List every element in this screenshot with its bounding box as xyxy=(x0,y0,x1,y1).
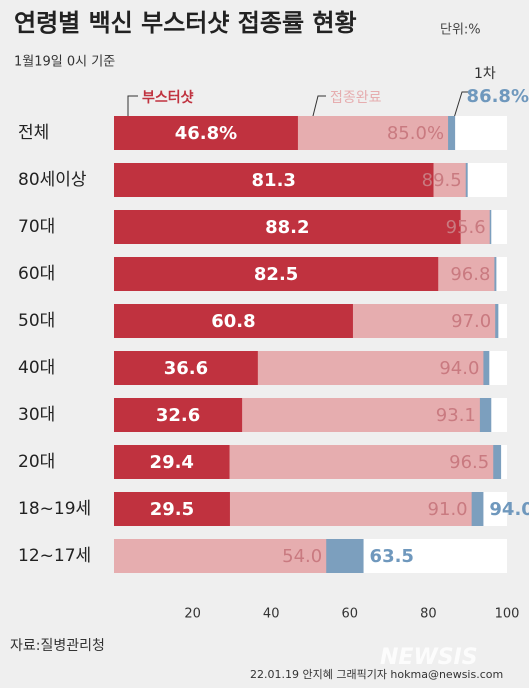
value-label: 82.5 xyxy=(254,264,298,285)
value-label: 46.8% xyxy=(175,123,237,144)
bar xyxy=(114,398,243,432)
bar xyxy=(114,351,258,385)
value-label: 94.0 xyxy=(439,358,479,379)
value-label: 54.0 xyxy=(282,546,322,567)
x-tick-label: 40 xyxy=(263,607,280,622)
bar xyxy=(114,257,439,291)
value-label: 60.8 xyxy=(211,311,255,332)
subtitle: 1월19일 0시 기준 xyxy=(14,55,115,70)
category-label: 40대 xyxy=(18,358,55,378)
source: 자료:질병관리청 xyxy=(10,638,105,654)
watermark: NEWSIS xyxy=(380,645,478,670)
value-label: 86.8% xyxy=(467,86,529,107)
bar xyxy=(114,445,230,479)
category-label: 20대 xyxy=(18,452,55,472)
value-label: 36.6 xyxy=(164,358,208,379)
value-label: 88.2 xyxy=(265,217,309,238)
value-label: 94.0 xyxy=(489,499,529,520)
category-label: 50대 xyxy=(18,311,55,331)
leader xyxy=(453,91,468,119)
bar xyxy=(114,210,461,244)
bar xyxy=(114,116,298,150)
legend-label: 부스터샷 xyxy=(142,90,194,106)
value-label: 97.0 xyxy=(451,311,491,332)
value-label: 81.3 xyxy=(252,170,296,191)
value-label: 29.5 xyxy=(150,499,194,520)
category-label: 전체 xyxy=(18,123,49,143)
value-label: 93.1 xyxy=(436,405,476,426)
value-label: 89.5 xyxy=(422,170,462,191)
value-label: 29.4 xyxy=(150,452,194,473)
credit: 22.01.19 안지혜 그래픽기자 hokma@newsis.com xyxy=(250,668,503,681)
bar xyxy=(114,163,434,197)
legend-label: 접종완료 xyxy=(330,90,382,106)
value-label: 91.0 xyxy=(428,499,468,520)
category-label: 12~17세 xyxy=(18,546,91,566)
x-tick-label: 20 xyxy=(184,607,201,622)
category-label: 60대 xyxy=(18,264,55,284)
category-label: 80세이상 xyxy=(18,170,87,190)
value-label: 96.5 xyxy=(449,452,489,473)
value-label: 32.6 xyxy=(156,405,200,426)
category-label: 70대 xyxy=(18,217,55,237)
category-label: 30대 xyxy=(18,405,55,425)
x-tick-label: 60 xyxy=(342,607,359,622)
value-label: 85.0% xyxy=(387,123,444,144)
bar xyxy=(114,492,230,526)
unit: 단위:% xyxy=(440,23,481,38)
value-label: 95.6 xyxy=(446,217,486,238)
legend-label: 1차 xyxy=(474,66,496,82)
chart-title: 연령별 백신 부스터샷 접종률 현황 xyxy=(14,9,357,37)
category-label: 18~19세 xyxy=(18,499,91,519)
x-tick-label: 80 xyxy=(420,607,437,622)
x-tick-label: 100 xyxy=(495,607,520,622)
bar xyxy=(114,304,353,338)
value-label: 96.8 xyxy=(450,264,490,285)
leader xyxy=(127,95,138,118)
value-label: 63.5 xyxy=(370,546,414,567)
bar xyxy=(114,539,327,573)
